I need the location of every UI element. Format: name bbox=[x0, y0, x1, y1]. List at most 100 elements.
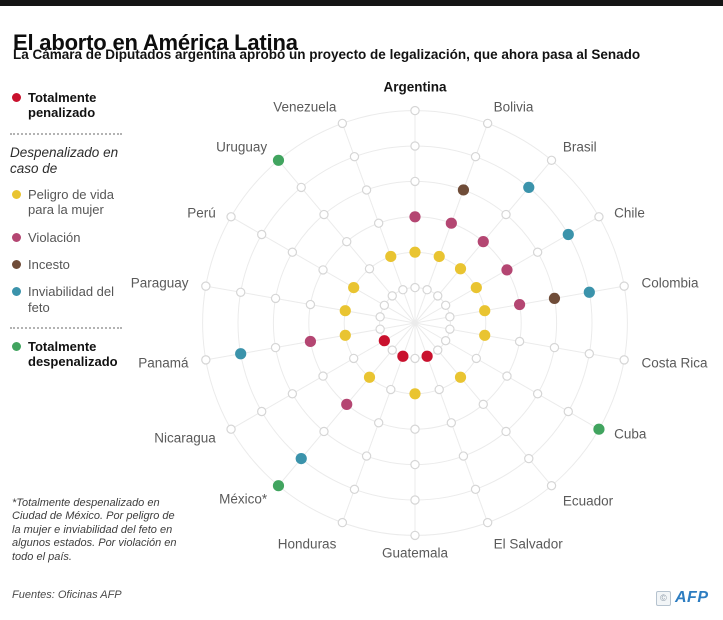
empty-node bbox=[349, 484, 360, 495]
status-dot bbox=[304, 335, 317, 348]
legend-item-violacion: Violación bbox=[10, 230, 136, 245]
legend-item-totalmente-penalizado: Totalmente penalizado bbox=[10, 90, 136, 121]
country-label: Costa Rica bbox=[642, 355, 709, 370]
empty-node bbox=[375, 312, 385, 322]
status-dot bbox=[454, 263, 467, 275]
country-label: Perú bbox=[187, 206, 216, 221]
empty-node bbox=[318, 371, 328, 381]
empty-node bbox=[482, 517, 493, 528]
status-dot bbox=[272, 480, 285, 492]
empty-node bbox=[373, 218, 384, 228]
status-dot bbox=[295, 452, 307, 465]
empty-node bbox=[458, 451, 469, 461]
country-label: Cuba bbox=[614, 427, 647, 442]
empty-node bbox=[584, 349, 595, 359]
status-dot bbox=[501, 264, 513, 276]
empty-node bbox=[445, 312, 455, 322]
empty-node bbox=[375, 324, 385, 334]
footnote: *Totalmente despenalizado en Ciudad de M… bbox=[12, 497, 177, 563]
empty-node bbox=[270, 293, 281, 304]
empty-node bbox=[373, 418, 384, 428]
status-dot bbox=[477, 236, 489, 248]
empty-node bbox=[387, 291, 397, 301]
empty-node bbox=[319, 426, 329, 437]
empty-node bbox=[337, 517, 348, 528]
empty-node bbox=[410, 353, 420, 364]
empty-node bbox=[386, 384, 396, 395]
country-label: Argentina bbox=[383, 80, 446, 95]
country-label: Honduras bbox=[278, 537, 337, 552]
legend-dot-peligro-de-vida bbox=[12, 190, 21, 200]
country-label: Colombia bbox=[642, 276, 700, 291]
empty-node bbox=[235, 287, 246, 297]
empty-node bbox=[501, 426, 511, 437]
status-dot bbox=[593, 423, 605, 435]
status-dot bbox=[339, 305, 351, 317]
legend-dot-violacion bbox=[12, 232, 21, 242]
afp-logo: © AFP bbox=[656, 589, 709, 607]
status-dot bbox=[548, 292, 561, 305]
legend-item-incesto: Incesto bbox=[10, 257, 136, 272]
empty-node bbox=[501, 209, 511, 220]
empty-node bbox=[514, 336, 525, 347]
country-label: Bolivia bbox=[494, 99, 534, 114]
status-dot bbox=[523, 181, 535, 194]
status-dot bbox=[409, 246, 421, 258]
legend-label: Inviabilidad del feto bbox=[28, 284, 115, 315]
status-dot bbox=[363, 371, 376, 383]
status-dot bbox=[397, 350, 409, 362]
page-subtitle: La Cámara de Diputados argentina aprobó … bbox=[13, 47, 641, 62]
empty-node bbox=[201, 355, 211, 365]
empty-node bbox=[594, 212, 604, 222]
empty-node bbox=[546, 481, 557, 491]
empty-node bbox=[470, 484, 481, 495]
status-dot bbox=[457, 184, 470, 196]
empty-node bbox=[482, 118, 493, 129]
empty-node bbox=[446, 418, 457, 428]
status-dot bbox=[409, 211, 421, 223]
empty-node bbox=[524, 453, 534, 464]
empty-node bbox=[532, 247, 543, 257]
empty-node bbox=[433, 291, 443, 301]
top-accent-bar bbox=[0, 0, 723, 6]
empty-node bbox=[226, 212, 236, 222]
empty-node bbox=[410, 530, 420, 541]
legend-divider bbox=[10, 327, 122, 329]
empty-node bbox=[226, 424, 236, 434]
status-dot bbox=[409, 388, 421, 400]
empty-node bbox=[318, 265, 328, 275]
status-dot bbox=[341, 398, 353, 410]
empty-node bbox=[549, 342, 560, 353]
empty-node bbox=[410, 282, 420, 293]
country-label: Venezuela bbox=[273, 99, 337, 114]
country-label: Uruguay bbox=[216, 139, 267, 154]
empty-node bbox=[296, 182, 306, 193]
status-dot bbox=[479, 305, 491, 317]
empty-node bbox=[619, 281, 629, 291]
empty-node bbox=[471, 353, 482, 364]
empty-node bbox=[337, 118, 348, 129]
status-dot bbox=[235, 348, 247, 360]
empty-node bbox=[398, 285, 408, 295]
status-dot bbox=[562, 228, 574, 241]
empty-node bbox=[532, 389, 543, 399]
empty-node bbox=[270, 342, 281, 353]
empty-node bbox=[361, 185, 372, 195]
legend-label: Violación bbox=[28, 229, 81, 245]
legend-item-totalmente-despenalizado: Totalmente despenalizado bbox=[10, 339, 136, 370]
empty-node bbox=[445, 324, 455, 334]
empty-node bbox=[546, 155, 557, 165]
empty-node bbox=[348, 353, 359, 364]
status-dot bbox=[339, 329, 351, 341]
empty-node bbox=[440, 336, 451, 346]
empty-node bbox=[410, 176, 420, 187]
legend: Totalmente penalizado Despenalizado en c… bbox=[10, 90, 136, 382]
country-label: Ecuador bbox=[563, 494, 614, 509]
empty-node bbox=[433, 345, 443, 355]
empty-node bbox=[502, 371, 512, 381]
status-dot bbox=[513, 298, 526, 311]
empty-node bbox=[342, 236, 352, 247]
empty-node bbox=[349, 151, 360, 162]
status-dot bbox=[272, 154, 285, 166]
status-dot bbox=[421, 350, 433, 362]
